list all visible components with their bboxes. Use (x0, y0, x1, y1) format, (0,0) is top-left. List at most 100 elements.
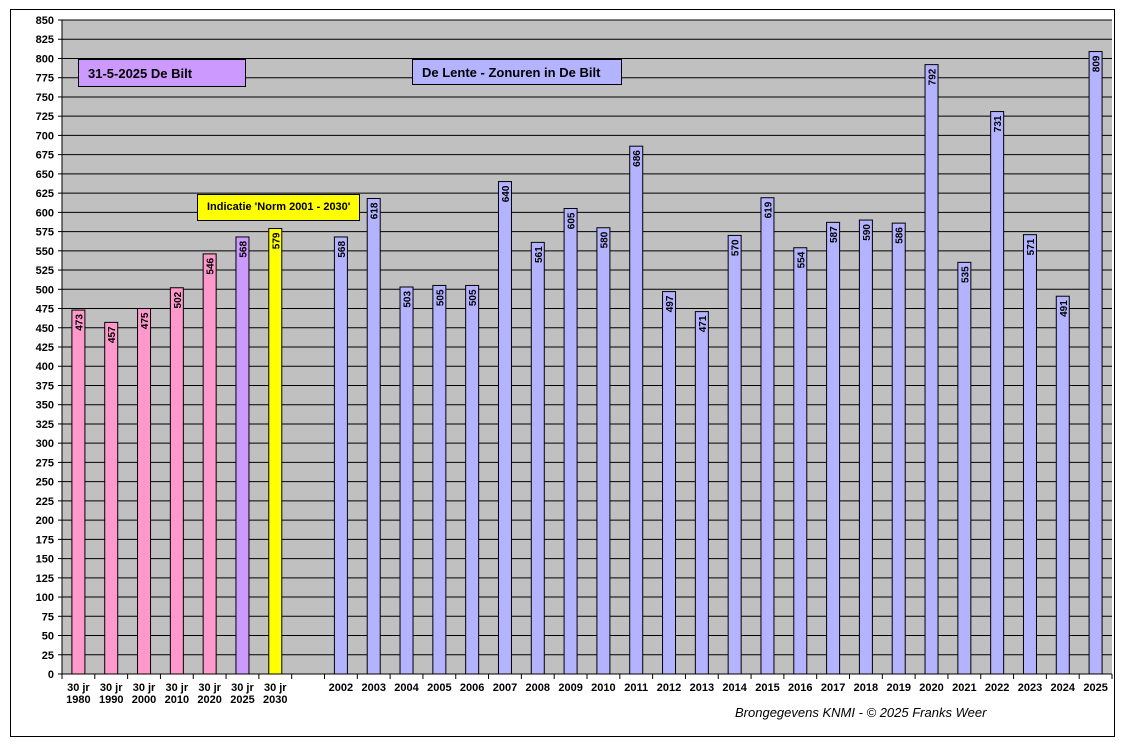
y-tick-label: 575 (36, 227, 54, 239)
y-tick-label: 250 (36, 477, 54, 489)
y-tick-label: 300 (36, 438, 54, 450)
bar-value-label: 579 (271, 232, 282, 249)
bar-value-label: 590 (862, 224, 873, 241)
x-tick-label: 2017 (821, 682, 845, 694)
y-tick-label: 0 (48, 669, 54, 681)
y-tick-label: 475 (36, 304, 54, 316)
y-tick-label: 650 (36, 169, 54, 181)
bar (957, 261, 972, 675)
bar (333, 236, 348, 675)
bar-value-label: 605 (567, 212, 578, 229)
bar-value-label: 568 (238, 241, 249, 258)
y-tick-label: 175 (36, 534, 54, 546)
x-tick-label: 30 jr 2030 (263, 682, 287, 706)
y-tick-label: 750 (36, 92, 54, 104)
date-location-label: 31-5-2025 De Bilt (78, 59, 246, 87)
x-tick-label: 2005 (427, 682, 451, 694)
y-tick-label: 700 (36, 130, 54, 142)
bar (169, 287, 184, 675)
bar (826, 221, 841, 675)
x-tick-label: 2016 (788, 682, 812, 694)
y-tick-label: 225 (36, 496, 54, 508)
bar (71, 309, 86, 675)
bar-value-label: 587 (829, 226, 840, 243)
bar-value-label: 561 (534, 246, 545, 263)
x-tick-label: 2024 (1051, 682, 1076, 694)
bar (104, 321, 119, 675)
x-tick-label: 2014 (722, 682, 747, 694)
bar (497, 181, 512, 675)
bar-value-label: 505 (435, 289, 446, 306)
bar (891, 222, 906, 675)
bar (268, 228, 283, 675)
y-tick-label: 400 (36, 361, 54, 373)
bar-value-label: 640 (501, 185, 512, 202)
bar (202, 253, 217, 675)
bar-value-label: 809 (1092, 55, 1103, 72)
x-tick-label: 2007 (493, 682, 517, 694)
source-credit: Brongegevens KNMI - © 2025 Franks Weer (735, 705, 987, 720)
x-tick-label: 2004 (394, 682, 419, 694)
bar (596, 227, 611, 675)
bar-value-label: 731 (993, 115, 1004, 132)
bar (399, 286, 414, 675)
y-tick-label: 425 (36, 342, 54, 354)
x-tick-label: 2003 (361, 682, 385, 694)
y-tick-label: 800 (36, 53, 54, 65)
bar-value-label: 580 (599, 231, 610, 248)
x-tick-label: 2006 (460, 682, 484, 694)
bar-value-label: 471 (698, 315, 709, 332)
x-tick-label: 2008 (526, 682, 550, 694)
bar-value-label: 568 (337, 241, 348, 258)
bar-value-label: 619 (763, 201, 774, 218)
bar (366, 198, 381, 675)
bar-value-label: 497 (665, 295, 676, 312)
bar-value-label: 473 (74, 314, 85, 331)
bar-value-label: 618 (370, 202, 381, 219)
bar-value-label: 554 (796, 251, 807, 268)
bar-value-label: 570 (731, 239, 742, 256)
bar-value-label: 457 (107, 326, 118, 343)
y-tick-label: 600 (36, 207, 54, 219)
bar (235, 236, 250, 675)
y-tick-label: 25 (42, 650, 54, 662)
norm-indication-label: Indicatie 'Norm 2001 - 2030' (197, 194, 360, 221)
bar (694, 311, 709, 675)
y-tick-label: 375 (36, 380, 54, 392)
x-tick-label: 30 jr 1990 (99, 682, 123, 706)
y-tick-label: 50 (42, 631, 54, 643)
bar (990, 111, 1005, 675)
y-tick-label: 125 (36, 573, 54, 585)
x-tick-label: 2009 (558, 682, 582, 694)
bar-value-label: 686 (632, 150, 643, 167)
bar-value-label: 491 (1059, 300, 1070, 317)
bar-value-label: 571 (1026, 238, 1037, 255)
bar (465, 284, 480, 675)
x-tick-label: 2011 (624, 682, 648, 694)
bar-value-label: 792 (928, 68, 939, 85)
x-tick-label: 2012 (657, 682, 681, 694)
bar (858, 219, 873, 675)
y-tick-label: 625 (36, 188, 54, 200)
x-tick-label: 2019 (886, 682, 910, 694)
x-tick-label: 2021 (952, 682, 976, 694)
bar (760, 197, 775, 675)
x-tick-label: 30 jr 2000 (132, 682, 156, 706)
bar (924, 64, 939, 675)
y-tick-label: 350 (36, 400, 54, 412)
x-tick-label: 2015 (755, 682, 779, 694)
x-tick-label: 30 jr 2010 (165, 682, 189, 706)
bar-value-label: 503 (403, 291, 414, 308)
y-tick-label: 275 (36, 457, 54, 469)
y-tick-label: 825 (36, 34, 54, 46)
bar (793, 247, 808, 675)
bar (530, 241, 545, 675)
x-tick-label: 2018 (854, 682, 878, 694)
y-tick-label: 100 (36, 592, 54, 604)
bar (727, 234, 742, 675)
y-tick-label: 850 (36, 15, 54, 27)
bar-value-label: 502 (173, 291, 184, 308)
y-tick-label: 200 (36, 515, 54, 527)
x-tick-label: 30 jr 2020 (197, 682, 221, 706)
y-tick-label: 75 (42, 611, 54, 623)
